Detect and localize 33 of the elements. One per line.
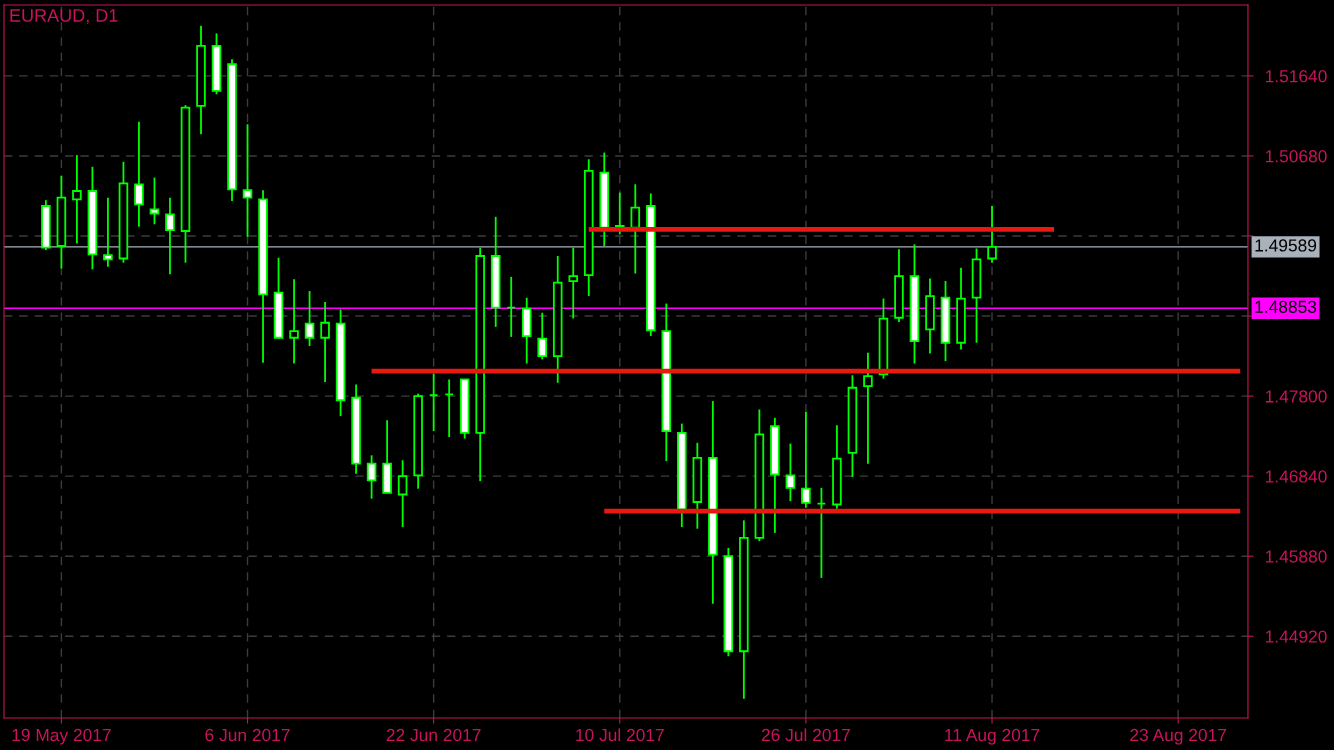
- candlestick: [320, 300, 330, 383]
- chart-title: EURAUD, D1: [10, 9, 118, 24]
- ref-line-label: 1.48853: [1255, 300, 1317, 313]
- candlestick: [987, 205, 997, 264]
- y-tick-label: 1.51640: [1265, 70, 1327, 83]
- x-tick-label: 23 Aug 2017: [1130, 728, 1227, 745]
- x-tick-label: 6 Jun 2017: [205, 728, 290, 742]
- candlestick: [863, 351, 873, 465]
- y-tick-label: 1.47800: [1265, 390, 1327, 403]
- x-tick-label: 11 Aug 2017: [945, 728, 1040, 745]
- x-tick-label: 26 Jul 2017: [761, 728, 850, 742]
- candlestick: [397, 459, 408, 528]
- candlestick: [537, 311, 548, 361]
- candlestick: [165, 196, 175, 276]
- x-tick-label: 10 Jul 2017: [576, 728, 664, 742]
- candlestick: [72, 154, 82, 245]
- y-tick-label: 1.45880: [1265, 550, 1327, 563]
- candlestick: [304, 290, 315, 347]
- candlestick: [134, 120, 144, 228]
- y-tick-label: 1.46840: [1265, 470, 1327, 483]
- y-tick-label: 1.50680: [1265, 150, 1327, 163]
- ref-line-label: 1.49589: [1255, 239, 1317, 252]
- candlestick: [242, 123, 253, 238]
- candlestick: [801, 411, 811, 509]
- candlestick: [289, 278, 299, 365]
- y-tick-label: 1.44920: [1265, 630, 1327, 643]
- candlestick: [785, 442, 796, 503]
- candlestick: [568, 246, 579, 320]
- x-tick-label: 22 Jun 2017: [386, 728, 481, 742]
- candlestick: [103, 196, 113, 268]
- x-tick-label: 19 May 2017: [12, 728, 111, 745]
- candlestick: [149, 176, 160, 226]
- candlestick: [366, 454, 377, 500]
